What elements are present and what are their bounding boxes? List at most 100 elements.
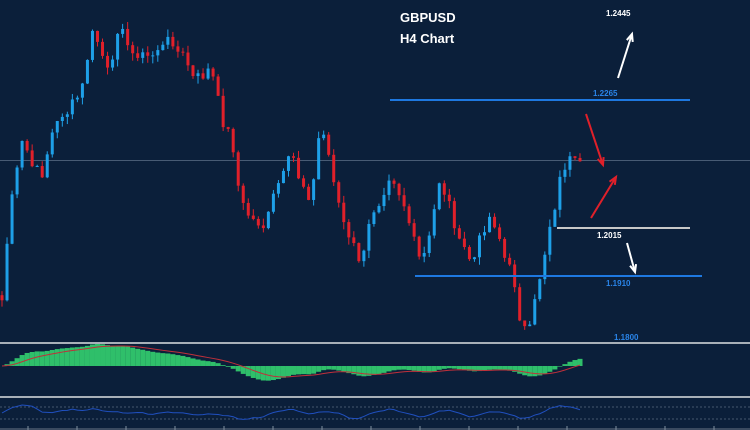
macd-bar [411,366,417,371]
bull-candle [322,134,326,139]
bear-candle [523,320,527,327]
bear-candle [191,65,195,77]
bull-candle [312,179,316,200]
macd-bar [366,366,372,376]
macd-bar [436,366,442,370]
macd-bar [100,344,106,366]
bear-candle [442,183,446,195]
bear-candle [397,183,401,196]
macd-bar [225,366,231,367]
bull-candle [15,167,19,195]
bear-candle [146,52,150,56]
bull-candle [543,254,547,280]
bear-candle [508,257,512,265]
bull-candle [75,97,79,100]
bull-candle [55,120,59,133]
macd-bar [240,366,246,374]
macd-bar [195,359,201,366]
bull-candle [45,154,49,178]
macd-bar [285,366,291,377]
macd-bar [441,366,447,369]
macd-bar [326,366,332,370]
macd-bar [24,352,30,366]
macd-bar [205,361,211,366]
macd-bar [79,346,85,366]
bear-candle [493,216,497,228]
macd-bar [175,355,181,366]
bull-candle [382,194,386,207]
macd-bar [331,366,337,370]
bull-candle [266,211,270,229]
macd-bar [270,366,276,381]
bear-candle [347,222,351,238]
bear-candle [131,45,135,54]
macd-bar [200,360,206,366]
macd-bar [406,366,412,370]
bear-candle [578,157,582,162]
macd-bar [291,366,297,375]
macd-bar [542,366,548,374]
time-axis [0,428,750,430]
macd-bar [9,361,15,366]
macd-bar [386,366,392,372]
bull-candle [477,235,481,258]
bull-candle [156,50,160,56]
macd-bar [552,366,558,370]
macd-bar [532,366,538,377]
bull-candle [276,183,280,194]
bear-candle [498,227,502,239]
macd-bar [451,366,457,369]
bull-candle [427,235,431,253]
macd-bar [301,366,307,375]
bull-candle [317,138,321,180]
bear-candle [251,215,255,219]
macd-bar [84,345,90,366]
macd-bar [461,366,467,370]
macd-bar [235,366,241,372]
bear-candle [292,156,296,158]
bear-candle [171,36,175,47]
bull-candle [538,279,542,300]
macd-bar [456,366,462,370]
bull-candle [488,216,492,233]
macd-bar [296,366,302,375]
bear-candle [573,156,577,158]
bull-candle [528,324,532,327]
bull-candle [20,140,24,168]
macd-bar [245,366,251,377]
macd-bar [160,353,166,366]
level-label-1.2445: 1.2445 [606,9,631,18]
bull-candle [10,194,14,244]
macd-bar [426,366,432,373]
bull-candle [151,55,155,57]
macd-bar [170,354,176,366]
macd-bar [572,360,578,366]
bull-candle [553,209,557,227]
macd-bar [492,366,498,370]
macd-bar [280,366,286,378]
macd-bar [14,358,20,366]
macd-bar [185,357,191,366]
macd-bar [135,348,141,366]
macd-bar [371,366,377,376]
bull-candle [372,212,376,224]
bear-candle [226,127,230,129]
macd-bar [220,365,226,366]
macd-bar [215,363,221,366]
bull-candle [422,252,426,257]
macd-bar [250,366,256,378]
macd-bar [487,366,493,370]
arrow-up-red-icon [590,176,617,219]
macd-bar [446,366,452,369]
macd-bar [507,366,513,371]
bull-candle [483,232,487,236]
macd-bar [547,366,553,372]
macd-bar [381,366,387,373]
macd-bar [421,366,427,373]
arrow-up-white-icon-head [626,31,634,43]
bull-candle [437,183,441,210]
bear-candle [503,238,507,258]
bear-candle [297,157,301,179]
oscillator-line [1,404,581,420]
